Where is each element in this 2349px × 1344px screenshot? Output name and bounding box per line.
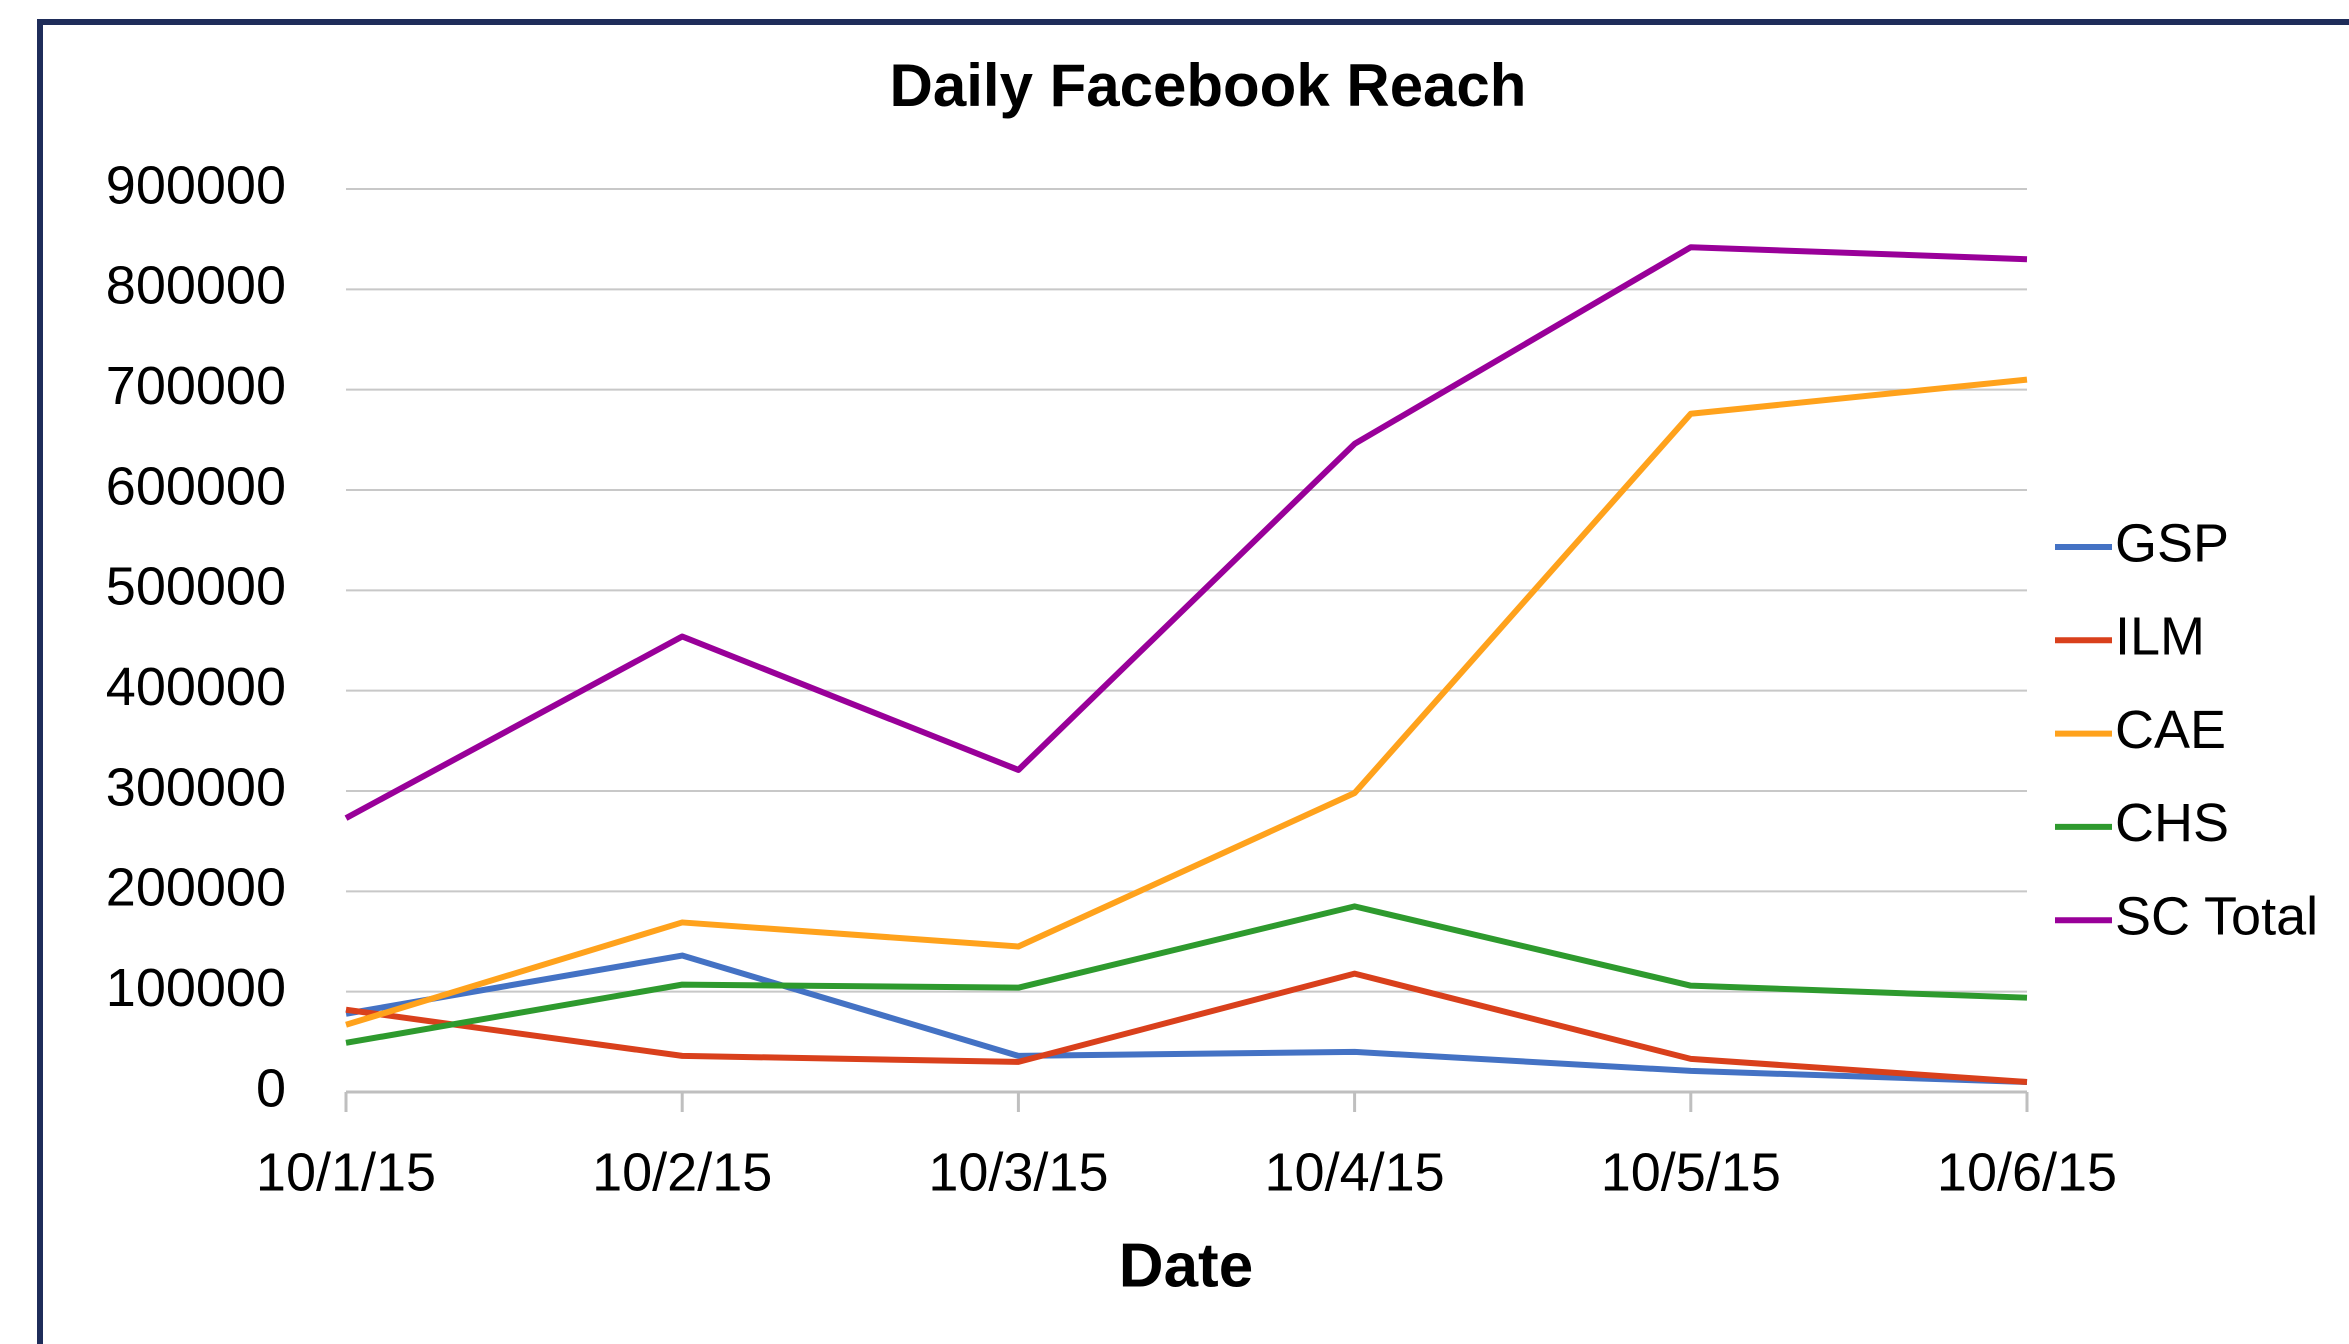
x-tick-label: 10/5/15 [1601,1142,1781,1202]
chart-frame [37,19,2349,1344]
y-tick-label: 800000 [106,256,286,316]
legend-label: SC Total [2115,886,2318,946]
x-tick-label: 10/2/15 [592,1142,772,1202]
y-tick-label: 900000 [106,155,286,215]
y-tick-label: 300000 [106,757,286,817]
y-tick-label: 500000 [106,557,286,617]
legend-label: ILM [2115,607,2205,667]
legend-label: CAE [2115,700,2226,760]
y-tick-label: 100000 [106,958,286,1018]
x-axis-title: Date [1119,1231,1253,1300]
x-tick-label: 10/3/15 [928,1142,1108,1202]
series-line [345,376,2028,1028]
y-tick-label: 0 [256,1058,286,1118]
x-tick-label: 10/1/15 [256,1142,436,1202]
x-tick-label: 10/6/15 [1937,1142,2117,1202]
series-line [345,970,2028,1085]
chart-title: Daily Facebook Reach [890,52,1527,119]
series-line [344,244,2028,821]
series-line [345,903,2028,1046]
legend-label: GSP [2115,513,2229,573]
y-tick-label: 200000 [106,858,286,918]
y-tick-label: 400000 [106,657,286,717]
legend-label: CHS [2115,793,2229,853]
series-line [345,952,2028,1085]
y-tick-label: 700000 [106,356,286,416]
x-tick-label: 10/4/15 [1265,1142,1445,1202]
y-tick-label: 600000 [106,456,286,516]
